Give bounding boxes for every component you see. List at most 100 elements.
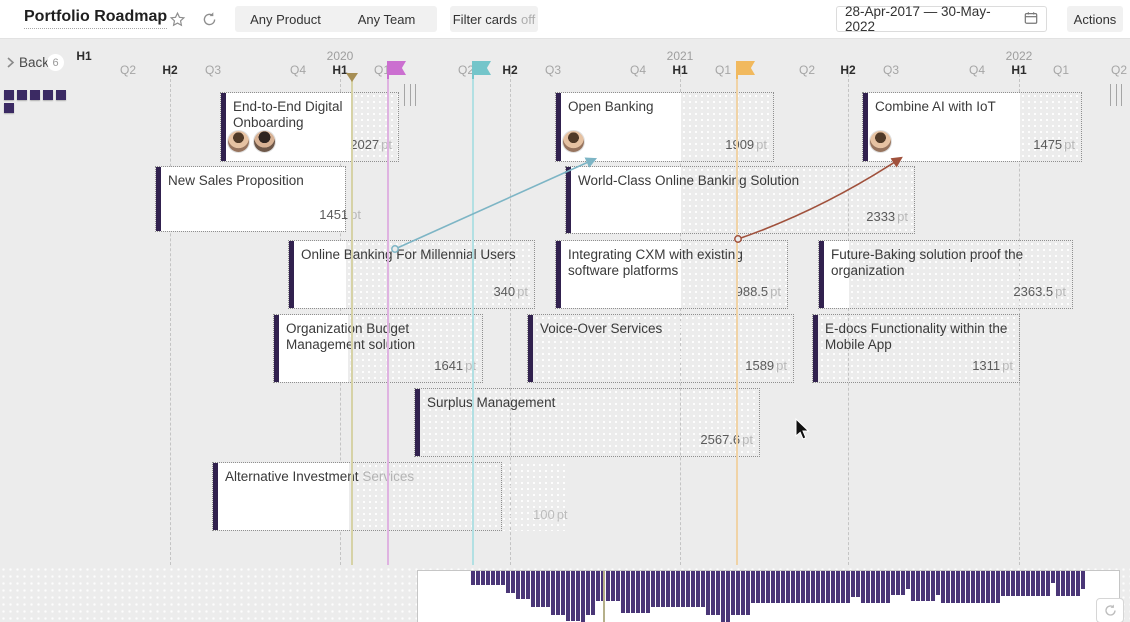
milestone-flag-icon[interactable] <box>738 61 755 75</box>
backlog-card-square[interactable] <box>4 103 14 113</box>
timeline-tick-label: Q4 <box>968 63 986 77</box>
any-team-button[interactable]: Any Team <box>357 11 416 27</box>
navigator-density-bar <box>711 571 715 615</box>
navigator-density-bar <box>776 571 780 603</box>
card-state-color-bar <box>221 93 226 161</box>
navigator-density-bar <box>916 571 920 601</box>
roadmap-card[interactable]: Voice-Over Services 1589 pt <box>527 314 794 383</box>
navigator-density-bar <box>816 571 820 603</box>
navigator-reset-button[interactable] <box>1096 598 1124 622</box>
assigned-user-avatar[interactable] <box>869 130 892 153</box>
timeline-tick-label: Q3 <box>882 63 900 77</box>
navigator-density-bar <box>626 571 630 613</box>
roadmap-card[interactable]: End-to-End Digital Onboarding 2027pt <box>220 92 399 162</box>
milestone-flag-icon[interactable] <box>389 61 406 75</box>
navigator-density-bar <box>496 571 500 585</box>
navigator-density-bar <box>671 571 675 607</box>
roadmap-card[interactable]: E-docs Functionality within the Mobile A… <box>812 314 1020 383</box>
roadmap-card[interactable]: World-Class Online Banking Solution 2333 p… <box>565 166 915 234</box>
navigator-density-bar <box>1041 571 1045 596</box>
half-year-gridline <box>510 74 511 565</box>
timeline-tick-label: Q2 <box>457 63 475 77</box>
card-title: Online Banking For Millennial Users <box>301 247 516 262</box>
roadmap-card[interactable]: Combine AI with IoT 1475 pt <box>862 92 1082 162</box>
navigator-density-bar <box>641 571 645 613</box>
card-forecast-area <box>849 241 1072 308</box>
timeline-tick-label: Q3 <box>544 63 562 77</box>
navigator-density-bar <box>691 571 695 607</box>
favorite-star-icon[interactable] <box>169 11 186 28</box>
navigator-density-bar <box>656 571 660 607</box>
assigned-user-avatar[interactable] <box>227 130 250 153</box>
assigned-user-avatar[interactable] <box>562 130 585 153</box>
navigator-density-bar <box>631 571 635 613</box>
backlog-card-square[interactable] <box>43 90 53 100</box>
milestone-flag-pole <box>736 61 738 79</box>
card-state-color-bar <box>213 463 218 530</box>
navigator-right-handle[interactable] <box>1110 84 1122 106</box>
timeline-tick-label: H1 <box>672 63 688 77</box>
navigator-density-bar <box>511 571 515 593</box>
half-year-gridline <box>170 74 171 565</box>
navigator-left-handle[interactable] <box>404 84 416 106</box>
navigator-density-bar <box>1056 571 1060 596</box>
card-title: Future-Baking solution proof the organiz… <box>831 247 1024 279</box>
card-effort-value: 100 pt <box>533 507 568 522</box>
card-forecast-area <box>348 315 482 382</box>
card-forecast-area <box>813 315 1019 382</box>
navigator-density-bar <box>586 571 590 615</box>
any-product-button[interactable]: Any Product <box>250 11 321 27</box>
assigned-user-avatar[interactable] <box>253 130 276 153</box>
card-title: Open Banking <box>568 99 654 114</box>
reset-zoom-icon <box>1104 604 1116 616</box>
navigator-density-bar <box>661 571 665 607</box>
roadmap-card[interactable]: Open Banking 1909 pt <box>555 92 774 162</box>
timeline-navigator[interactable] <box>417 570 1120 622</box>
refresh-icon[interactable] <box>201 11 218 28</box>
roadmap-card[interactable]: Online Banking For Millennial Users 340 pt <box>288 240 535 309</box>
navigator-density-bar <box>791 571 795 603</box>
navigator-density-bar <box>1061 571 1065 596</box>
milestone-flag-icon[interactable] <box>474 61 491 75</box>
roadmap-card[interactable]: Organization Budget Management solution 1… <box>273 314 483 383</box>
backlog-card-square[interactable] <box>56 90 66 100</box>
roadmap-card[interactable]: Surplus Management 2567.6 pt <box>414 388 760 457</box>
card-forecast-area <box>349 463 501 530</box>
navigator-density-bar <box>881 571 885 603</box>
calendar-icon[interactable] <box>1024 11 1038 28</box>
date-range-input[interactable]: 28-Apr-2017 — 30-May-2022 <box>836 4 1047 34</box>
card-progress-area <box>289 241 346 308</box>
planned-date-marker-icon[interactable] <box>346 73 358 82</box>
navigator-density-bar <box>746 571 750 615</box>
card-forecast-area <box>346 241 534 308</box>
backlog-toggle[interactable]: Backlog 6 <box>6 54 64 71</box>
navigator-density-bar <box>521 571 525 599</box>
roadmap-card[interactable]: Future-Baking solution proof the organiz… <box>818 240 1073 309</box>
navigator-density-bar <box>741 571 745 615</box>
card-title: New Sales Proposition <box>168 173 304 188</box>
navigator-density-bar <box>1081 571 1085 589</box>
backlog-card-square[interactable] <box>30 90 40 100</box>
navigator-density-bar <box>476 571 480 585</box>
backlog-card-square[interactable] <box>17 90 27 100</box>
navigator-density-bar <box>1026 571 1030 596</box>
roadmap-card[interactable]: New Sales Proposition 1451 pt <box>155 166 361 232</box>
navigator-density-bar <box>726 571 730 622</box>
navigator-density-bar <box>996 571 1000 603</box>
navigator-density-bar <box>871 571 875 603</box>
navigator-density-bar <box>936 571 940 595</box>
navigator-density-bar <box>561 571 565 615</box>
card-effort-value: 1475 pt <box>1033 137 1075 152</box>
navigator-density-bar <box>536 571 540 607</box>
navigator-density-bar <box>856 571 860 597</box>
navigator-density-bar <box>1031 571 1035 596</box>
roadmap-card[interactable]: Integrating CXM with existing software p… <box>555 240 788 309</box>
navigator-density-bar <box>981 571 985 603</box>
backlog-card-square[interactable] <box>4 90 14 100</box>
filter-cards-button[interactable]: Filter cards off <box>450 6 538 32</box>
actions-button[interactable]: Actions <box>1067 6 1123 32</box>
page-title[interactable]: Portfolio Roadmap <box>24 8 168 29</box>
